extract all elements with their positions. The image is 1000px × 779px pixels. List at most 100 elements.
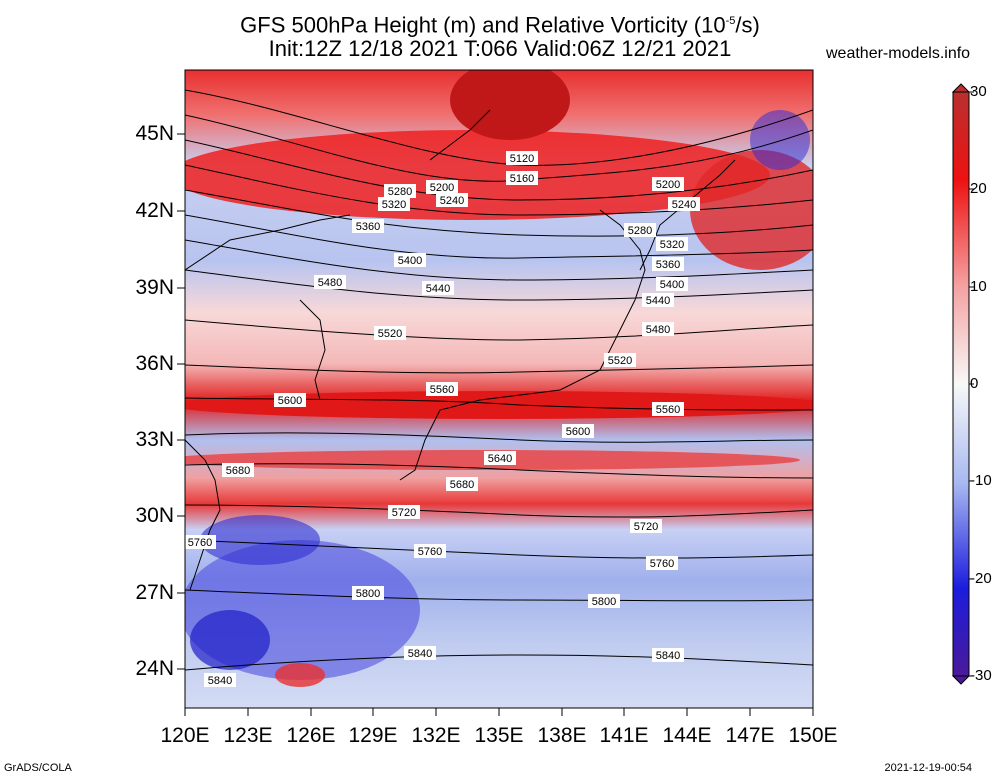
contour-label: 5480 — [314, 275, 346, 289]
contour-label: 5760 — [646, 556, 678, 570]
contour-label: 5680 — [222, 463, 254, 477]
contour-label: 5840 — [652, 648, 684, 662]
contour-label: 5600 — [562, 424, 594, 438]
svg-text:5760: 5760 — [188, 537, 212, 549]
contour-label: 5280 — [384, 184, 416, 198]
timestamp: 2021-12-19-00:54 — [884, 762, 972, 774]
contour-label: 5440 — [422, 281, 454, 295]
svg-text:5720: 5720 — [634, 521, 658, 533]
svg-text:5400: 5400 — [398, 255, 422, 267]
lon-label: 135E — [474, 724, 524, 747]
svg-text:5160: 5160 — [510, 173, 534, 185]
svg-text:5840: 5840 — [208, 675, 232, 687]
grads-credit: GrADS/COLA — [4, 762, 72, 774]
contour-label: 5560 — [426, 382, 458, 396]
contour-label: 5360 — [652, 257, 684, 271]
contour-label: 5400 — [656, 277, 688, 291]
colorbar-tick-label: 20 — [970, 180, 987, 197]
lon-label: 138E — [537, 724, 587, 747]
axis-ticks — [177, 133, 814, 716]
lon-label: 129E — [348, 724, 398, 747]
contour-label: 5160 — [506, 171, 538, 185]
contour-label: 5360 — [352, 219, 384, 233]
lat-label: 27N — [135, 581, 174, 604]
lat-label: 33N — [135, 428, 174, 451]
contour-label: 5320 — [378, 197, 410, 211]
svg-text:5560: 5560 — [656, 404, 680, 416]
lat-label: 30N — [135, 504, 174, 527]
site-credit: weather-models.info — [826, 45, 971, 62]
contour-label: 5320 — [656, 237, 688, 251]
colorbar — [951, 83, 974, 685]
lat-label: 36N — [135, 352, 174, 375]
svg-text:5480: 5480 — [646, 324, 670, 336]
contour-label: 5200 — [652, 177, 684, 191]
svg-text:5200: 5200 — [656, 179, 680, 191]
vorticity-features — [185, 70, 813, 687]
lat-label: 45N — [135, 122, 174, 145]
svg-text:5280: 5280 — [388, 186, 412, 198]
svg-text:5840: 5840 — [408, 648, 432, 660]
lon-label: 120E — [160, 724, 210, 747]
svg-text:5440: 5440 — [646, 295, 670, 307]
svg-text:5760: 5760 — [418, 546, 442, 558]
svg-text:5520: 5520 — [608, 355, 632, 367]
contour-label: 5720 — [630, 519, 662, 533]
colorbar-tick-label: -20 — [970, 570, 992, 587]
svg-text:5720: 5720 — [392, 507, 416, 519]
svg-text:5840: 5840 — [656, 650, 680, 662]
contour-label: 5800 — [588, 594, 620, 608]
contour-label: 5240 — [668, 197, 700, 211]
contour-label: 5560 — [652, 402, 684, 416]
lon-label: 144E — [662, 724, 712, 747]
svg-text:5760: 5760 — [650, 558, 674, 570]
contour-label: 5600 — [274, 393, 306, 407]
lat-label: 24N — [135, 657, 174, 680]
contour-label: 5680 — [446, 477, 478, 491]
svg-text:5600: 5600 — [278, 395, 302, 407]
lon-label: 123E — [223, 724, 273, 747]
contour-label: 5720 — [388, 505, 420, 519]
contour-label: 5520 — [604, 353, 636, 367]
svg-text:5320: 5320 — [382, 199, 406, 211]
svg-text:5680: 5680 — [226, 465, 250, 477]
svg-text:5400: 5400 — [660, 279, 684, 291]
contour-label: 5400 — [394, 253, 426, 267]
svg-text:5240: 5240 — [672, 199, 696, 211]
coastlines — [185, 109, 736, 591]
contour-label: 5240 — [436, 193, 468, 207]
contour-label: 5200 — [426, 180, 458, 194]
map-subtitle: Init:12Z 12/18 2021 T:066 Valid:06Z 12/2… — [268, 36, 732, 61]
lon-label: 150E — [788, 724, 838, 747]
contour-label: 5640 — [484, 451, 516, 465]
svg-text:5280: 5280 — [628, 225, 652, 237]
svg-text:5200: 5200 — [430, 182, 454, 194]
svg-text:5560: 5560 — [430, 384, 454, 396]
svg-text:5640: 5640 — [488, 453, 512, 465]
contour-label: 5280 — [624, 223, 656, 237]
svg-text:5320: 5320 — [660, 239, 684, 251]
lat-label: 39N — [135, 276, 174, 299]
svg-text:5360: 5360 — [356, 221, 380, 233]
contour-label: 5840 — [404, 646, 436, 660]
map-title: GFS 500hPa Height (m) and Relative Vorti… — [240, 12, 760, 38]
svg-text:5800: 5800 — [356, 588, 380, 600]
colorbar-tick-label: -10 — [970, 472, 992, 489]
colorbar-tick-label: 0 — [970, 375, 979, 392]
contour-label: 5800 — [352, 586, 384, 600]
colorbar-tick-label: -30 — [970, 667, 992, 684]
contour-label: 5480 — [642, 322, 674, 336]
lat-label: 42N — [135, 199, 174, 222]
svg-text:5360: 5360 — [656, 259, 680, 271]
contour-label: 5760 — [414, 544, 446, 558]
contour-label: 5520 — [374, 326, 406, 340]
colorbar-tick-label: 30 — [970, 83, 987, 100]
contour-label: 5760 — [184, 535, 216, 549]
lon-label: 141E — [599, 724, 649, 747]
lon-label: 132E — [411, 724, 461, 747]
svg-text:5440: 5440 — [426, 283, 450, 295]
svg-text:5120: 5120 — [510, 153, 534, 165]
contour-label: 5440 — [642, 293, 674, 307]
lon-label: 126E — [286, 724, 336, 747]
